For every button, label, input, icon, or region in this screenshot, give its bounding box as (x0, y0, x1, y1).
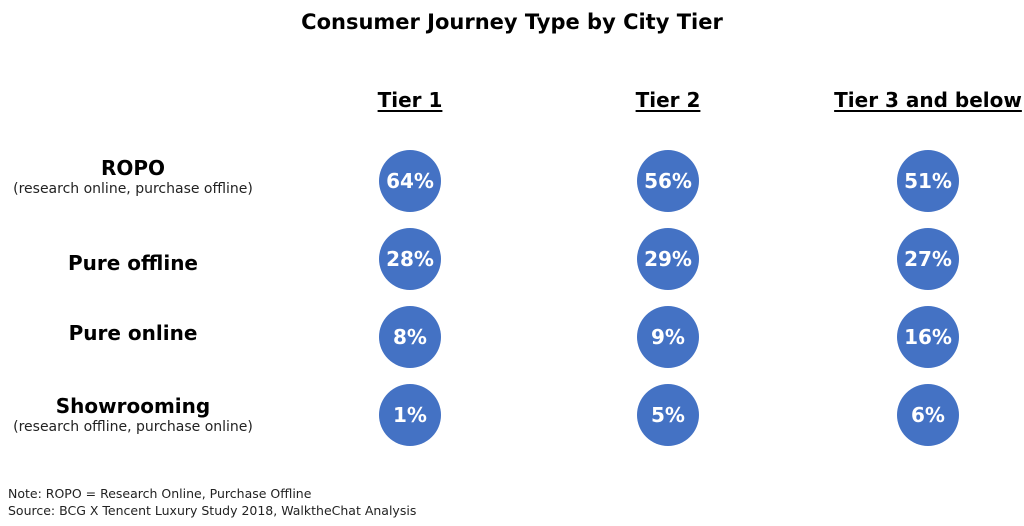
row-label-main: Showrooming (55, 394, 211, 418)
bubble-ropo-tier-1: 64% (379, 150, 441, 212)
bubble-ropo-tier-3: 51% (897, 150, 959, 212)
row-label-pure-online: Pure online (3, 321, 263, 345)
row-label-ropo: ROPO (research online, purchase offline) (3, 156, 263, 198)
row-label-main: Pure offline (67, 251, 198, 275)
bubble-ropo-tier-2: 56% (637, 150, 699, 212)
bubble-pure-offline-tier-1: 28% (379, 228, 441, 290)
bubble-pure-offline-tier-3: 27% (897, 228, 959, 290)
row-label-pure-offline: Pure offline (3, 251, 263, 275)
column-header-tier-1: Tier 1 (377, 88, 443, 112)
row-label-main: Pure online (68, 321, 198, 345)
row-label-sub: (research online, purchase offline) (13, 181, 253, 197)
column-header-tier-2: Tier 2 (635, 88, 701, 112)
bubble-pure-offline-tier-2: 29% (637, 228, 699, 290)
footnote-note: Note: ROPO = Research Online, Purchase O… (8, 486, 312, 501)
footnote-source: Source: BCG X Tencent Luxury Study 2018,… (8, 503, 417, 518)
bubble-showrooming-tier-2: 5% (637, 384, 699, 446)
column-header-tier-3: Tier 3 and below (834, 88, 1022, 112)
row-label-sub: (research offline, purchase online) (13, 419, 253, 435)
bubble-showrooming-tier-3: 6% (897, 384, 959, 446)
bubble-pure-online-tier-2: 9% (637, 306, 699, 368)
chart-title: Consumer Journey Type by City Tier (301, 10, 723, 34)
bubble-showrooming-tier-1: 1% (379, 384, 441, 446)
bubble-pure-online-tier-1: 8% (379, 306, 441, 368)
row-label-showrooming: Showrooming (research offline, purchase … (3, 394, 263, 436)
bubble-pure-online-tier-3: 16% (897, 306, 959, 368)
row-label-main: ROPO (100, 156, 166, 180)
